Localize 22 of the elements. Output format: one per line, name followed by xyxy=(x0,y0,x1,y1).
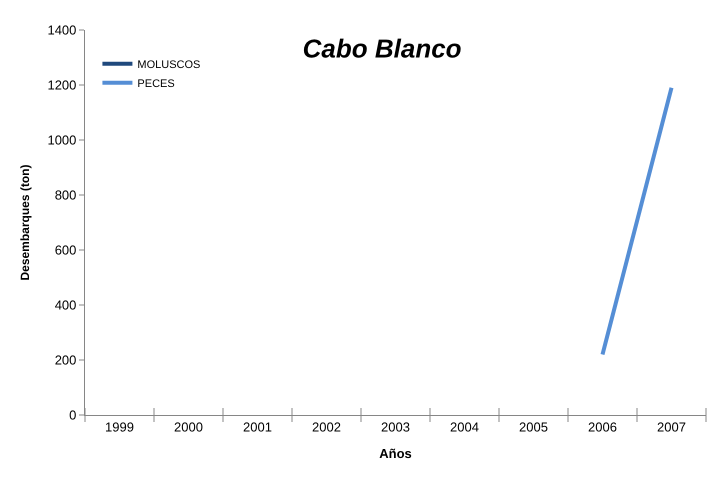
legend-label: MOLUSCOS xyxy=(137,59,200,72)
y-axis-title: Desembarques (ton) xyxy=(18,164,32,281)
y-tick-label: 1000 xyxy=(47,132,76,148)
x-tick-label: 2005 xyxy=(519,420,548,435)
y-tick-label: 1200 xyxy=(47,78,76,93)
y-tick-label: 800 xyxy=(54,188,76,203)
x-tick-label: 2007 xyxy=(657,420,686,435)
y-tick-label: 400 xyxy=(54,298,76,313)
x-tick-label: 2002 xyxy=(312,420,341,435)
y-tick-label: 1400 xyxy=(47,22,76,38)
x-tick-label: 2001 xyxy=(243,420,272,435)
x-tick-label: 2004 xyxy=(450,420,479,435)
chart-title: Cabo Blanco xyxy=(302,33,462,64)
legend-label: PECES xyxy=(137,78,175,90)
y-tick-label: 0 xyxy=(69,408,76,423)
x-tick-label: 1999 xyxy=(105,420,134,435)
x-axis-title: Años xyxy=(379,446,412,462)
y-tick-label: 600 xyxy=(54,242,76,258)
x-tick-label: 2006 xyxy=(588,420,617,435)
x-tick-label: 2003 xyxy=(381,420,410,435)
y-tick-label: 200 xyxy=(54,352,76,368)
x-tick-label: 2000 xyxy=(174,420,203,435)
